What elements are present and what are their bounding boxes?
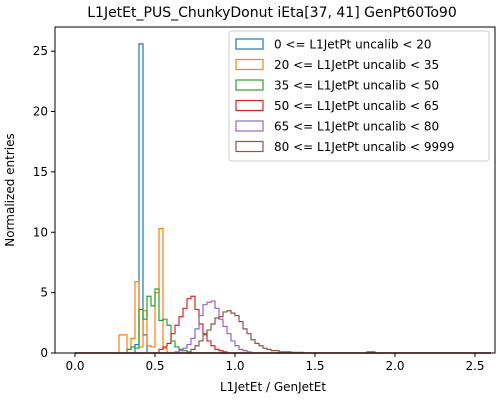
y-axis: 0 5 10 15 20 25: [33, 44, 55, 360]
legend-box: [228, 30, 490, 162]
legend-label: 50 <= L1JetPt uncalib < 65: [274, 99, 439, 113]
series-line-3: [158, 295, 228, 353]
x-tick-label: 1.5: [305, 359, 324, 373]
x-tick-label: 1.0: [225, 359, 244, 373]
legend-label: 65 <= L1JetPt uncalib < 80: [274, 120, 439, 134]
y-tick-label: 25: [33, 44, 48, 58]
series-line-4: [174, 300, 252, 353]
y-tick-label: 20: [33, 105, 48, 119]
legend-swatch: [235, 99, 264, 112]
legend-label: 0 <= L1JetPt uncalib < 20: [274, 38, 431, 52]
chart-title: L1JetEt_PUS_ChunkyDonut iEta[37, 41] Gen…: [87, 5, 457, 21]
legend-label: 80 <= L1JetPt uncalib < 9999: [274, 140, 454, 154]
y-tick-label: 10: [33, 225, 48, 239]
legend-swatch: [235, 79, 264, 91]
legend-label: 20 <= L1JetPt uncalib < 35: [274, 58, 439, 72]
x-axis: 0.0 0.5 1.0 1.5 2.0 2.5: [65, 353, 485, 373]
x-tick-label: 0.5: [145, 359, 164, 373]
legend-swatch: [235, 58, 264, 71]
y-axis-label: Normalized entries: [3, 133, 17, 246]
y-tick-label: 15: [33, 165, 48, 179]
series-line-0: [134, 43, 148, 353]
x-tick-label: 2.0: [385, 359, 404, 373]
legend-swatch: [235, 120, 264, 132]
x-axis-label: L1JetEt / GenJetEt: [220, 380, 326, 394]
y-tick-label: 5: [40, 286, 48, 300]
series-line-2: [126, 288, 188, 353]
x-tick-label: 2.5: [465, 359, 484, 373]
x-tick-label: 0.0: [65, 359, 84, 373]
legend-label: 35 <= L1JetPt uncalib < 50: [274, 79, 439, 93]
legend: 0 <= L1JetPt uncalib < 20 20 <= L1JetPt u…: [228, 30, 490, 162]
plot-area-frame: [54, 26, 496, 354]
y-tick-label: 0: [40, 346, 48, 360]
legend-swatch: [235, 38, 264, 50]
legend-swatch: [235, 140, 264, 153]
series-line-5: [186, 310, 376, 353]
